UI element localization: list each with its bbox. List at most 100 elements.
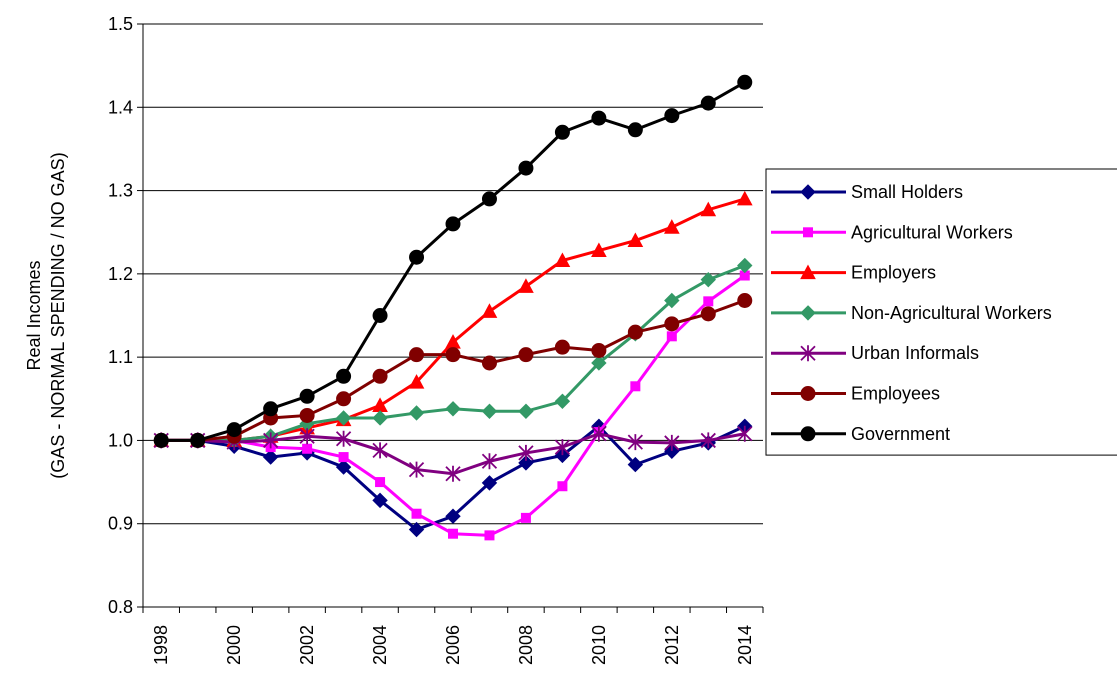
- legend-marker: [800, 184, 816, 200]
- marker: [299, 407, 315, 423]
- marker: [335, 430, 352, 447]
- x-tick-label: 2000: [224, 625, 244, 665]
- marker: [518, 403, 534, 419]
- marker: [445, 216, 461, 232]
- marker: [664, 292, 680, 309]
- marker: [700, 95, 716, 111]
- y-tick-label: 1.3: [108, 181, 133, 201]
- marker: [627, 122, 643, 138]
- marker: [299, 428, 315, 445]
- y-tick-label: 1.5: [108, 14, 133, 34]
- marker: [263, 432, 279, 449]
- marker: [591, 110, 607, 126]
- y-tick-label: 1.1: [108, 347, 133, 367]
- x-tick-label: 2012: [662, 625, 682, 665]
- series-line: [161, 299, 746, 442]
- legend-label: Non-Agricultural Workers: [851, 303, 1052, 323]
- marker: [481, 403, 498, 419]
- marker: [445, 508, 461, 524]
- y-axis-label: (GAS - NORMAL SPENDING / NO GAS): [48, 152, 68, 478]
- marker: [664, 316, 680, 332]
- marker: [737, 425, 753, 442]
- marker: [481, 303, 498, 318]
- marker: [591, 342, 607, 358]
- marker: [664, 434, 680, 451]
- marker: [262, 449, 279, 465]
- marker: [481, 453, 498, 470]
- marker: [554, 447, 571, 464]
- marker: [554, 439, 571, 456]
- marker: [700, 432, 716, 449]
- marker: [302, 443, 313, 454]
- y-tick-label: 1.0: [108, 430, 133, 450]
- marker: [408, 405, 425, 421]
- series-line: [161, 80, 746, 442]
- marker: [481, 475, 498, 491]
- marker: [518, 278, 534, 293]
- x-tick-label: 2002: [297, 625, 317, 665]
- legend-label: Agricultural Workers: [851, 222, 1013, 242]
- marker: [190, 432, 206, 448]
- marker: [372, 368, 388, 384]
- y-tick-label: 1.4: [108, 97, 133, 117]
- y-tick-label: 0.9: [108, 514, 133, 534]
- marker: [554, 252, 571, 268]
- marker: [557, 481, 568, 492]
- marker: [372, 442, 388, 459]
- marker: [518, 347, 534, 363]
- marker: [335, 410, 352, 426]
- marker: [336, 368, 352, 384]
- marker: [408, 461, 425, 478]
- marker: [411, 508, 422, 519]
- marker: [481, 355, 497, 371]
- legend-marker: [800, 305, 816, 321]
- x-tick-label: 1998: [151, 625, 171, 665]
- marker: [299, 388, 315, 404]
- marker: [408, 374, 425, 389]
- marker: [630, 381, 641, 392]
- marker: [591, 242, 607, 258]
- marker: [375, 477, 386, 488]
- marker: [700, 306, 716, 322]
- marker: [408, 521, 425, 538]
- marker: [448, 528, 458, 539]
- x-tick-label: 2014: [735, 625, 755, 665]
- legend-marker: [800, 426, 816, 442]
- marker: [591, 425, 607, 442]
- marker: [703, 296, 714, 307]
- marker: [445, 465, 461, 482]
- marker: [700, 271, 717, 288]
- legend-marker: [800, 345, 816, 362]
- marker: [664, 108, 680, 124]
- legend-label: Employers: [851, 263, 936, 283]
- marker: [518, 444, 534, 461]
- marker: [263, 401, 279, 417]
- marker: [336, 391, 352, 407]
- marker: [737, 257, 753, 274]
- legend-label: Small Holders: [851, 182, 963, 202]
- marker: [338, 452, 349, 463]
- y-axis-label: Real Incomes: [24, 260, 44, 370]
- marker: [627, 232, 644, 248]
- marker: [737, 74, 753, 90]
- marker: [409, 249, 425, 265]
- marker: [484, 530, 495, 541]
- marker: [518, 160, 534, 176]
- marker: [409, 347, 425, 363]
- marker: [737, 293, 753, 309]
- marker: [591, 355, 607, 371]
- marker: [700, 201, 717, 217]
- legend-label: Government: [851, 424, 950, 444]
- marker: [445, 347, 461, 363]
- marker: [153, 432, 169, 448]
- y-tick-label: 1.2: [108, 264, 133, 284]
- marker: [554, 124, 570, 140]
- marker: [518, 455, 534, 471]
- marker: [372, 397, 388, 412]
- marker: [481, 191, 497, 207]
- marker: [666, 331, 677, 342]
- legend-label: Urban Informals: [851, 343, 979, 363]
- x-tick-label: 2004: [370, 625, 390, 665]
